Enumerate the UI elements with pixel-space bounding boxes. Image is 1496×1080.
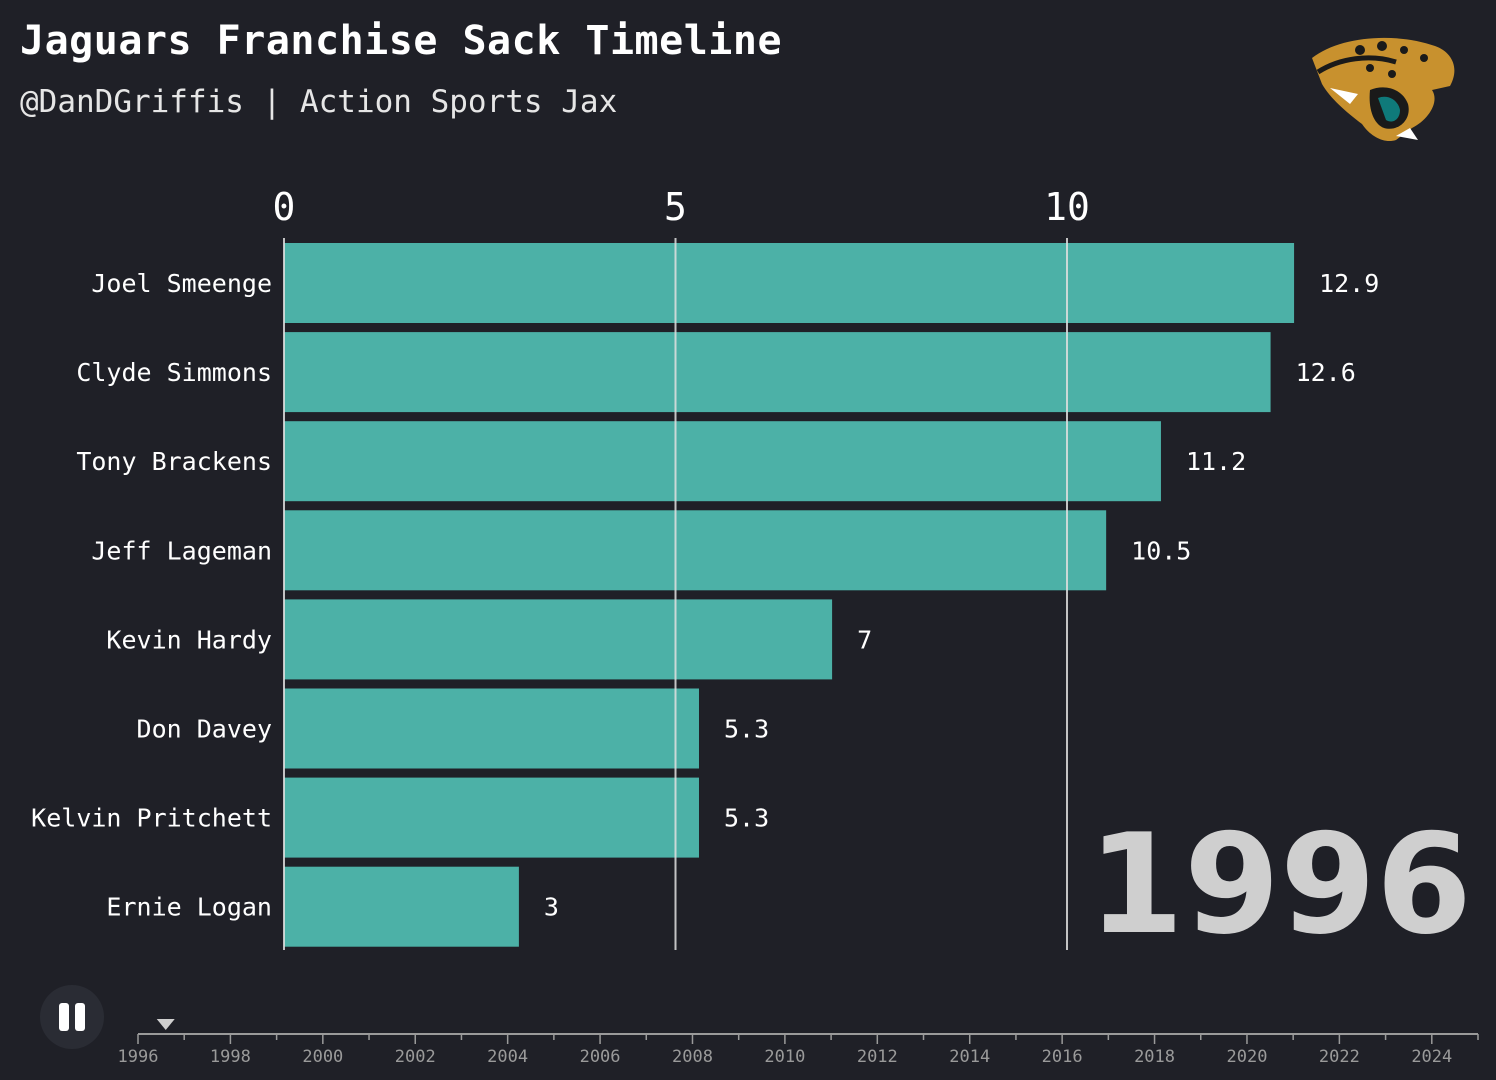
bar <box>284 510 1107 591</box>
timeline-year-label[interactable]: 1998 <box>210 1047 251 1067</box>
bar <box>284 866 519 947</box>
x-tick-label: 5 <box>664 185 687 229</box>
pause-button[interactable] <box>40 985 104 1049</box>
bar <box>284 243 1295 323</box>
bar-chart: 12.9 Joel Smeenge 12.6 Clyde Simmons 11.2 Ton… <box>31 185 1472 965</box>
timeline-year-label[interactable]: 2016 <box>1042 1047 1083 1067</box>
chart-subtitle: @DanDGriffis | Action Sports Jax <box>20 84 618 120</box>
timeline-year-label[interactable]: 2006 <box>580 1047 621 1067</box>
bar <box>284 421 1161 502</box>
bar <box>284 688 699 769</box>
category-label: Ernie Logan <box>106 893 272 922</box>
timeline-year-label[interactable]: 2008 <box>672 1047 713 1067</box>
bar-value-label: 3 <box>544 893 559 922</box>
timeline-year-label[interactable]: 2014 <box>949 1047 990 1067</box>
timeline-year-label[interactable]: 2022 <box>1319 1047 1360 1067</box>
category-label: Clyde Simmons <box>76 358 272 387</box>
timeline-year-label[interactable]: 2000 <box>302 1047 343 1067</box>
timeline-year-label[interactable]: 2002 <box>395 1047 436 1067</box>
bar-value-label: 11.2 <box>1186 447 1246 476</box>
category-label: Don Davey <box>137 715 272 744</box>
bar-value-label: 12.6 <box>1296 358 1356 387</box>
bar <box>284 777 699 858</box>
bar-value-label: 10.5 <box>1131 536 1191 565</box>
category-label: Kevin Hardy <box>106 625 272 654</box>
timeline-year-label[interactable]: 2010 <box>764 1047 805 1067</box>
bar-value-label: 7 <box>857 625 872 654</box>
pause-icon-bar <box>75 1003 85 1031</box>
timeline-year-label[interactable]: 2012 <box>857 1047 898 1067</box>
category-label: Kelvin Pritchett <box>31 804 272 833</box>
timeline-year-label[interactable]: 2024 <box>1411 1047 1452 1067</box>
category-label: Tony Brackens <box>76 447 272 476</box>
bar-value-label: 12.9 <box>1319 269 1379 298</box>
timeline-marker[interactable] <box>156 1019 175 1030</box>
jaguar-head-logo-icon <box>1312 37 1455 142</box>
bar <box>284 332 1271 413</box>
category-label: Joel Smeenge <box>91 269 272 298</box>
timeline-year-label[interactable]: 2020 <box>1226 1047 1267 1067</box>
bar-value-label: 5.3 <box>724 715 769 744</box>
category-label: Jeff Lageman <box>91 536 272 565</box>
timeline-year-label[interactable]: 2004 <box>487 1047 528 1067</box>
x-tick-label: 0 <box>273 185 296 229</box>
year-timeline[interactable]: 1996 1998 2000 2002 2004 2006 2008 2010 2012 2014… <box>0 1000 1496 1080</box>
bar <box>284 599 833 680</box>
chart-title: Jaguars Franchise Sack Timeline <box>20 18 783 64</box>
bar-value-label: 5.3 <box>724 804 769 833</box>
pause-icon <box>59 1003 69 1031</box>
current-year-label: 1996 <box>1088 804 1472 965</box>
x-tick-label: 10 <box>1044 185 1090 229</box>
timeline-year-label[interactable]: 1996 <box>118 1047 159 1067</box>
timeline-year-label[interactable]: 2018 <box>1134 1047 1175 1067</box>
